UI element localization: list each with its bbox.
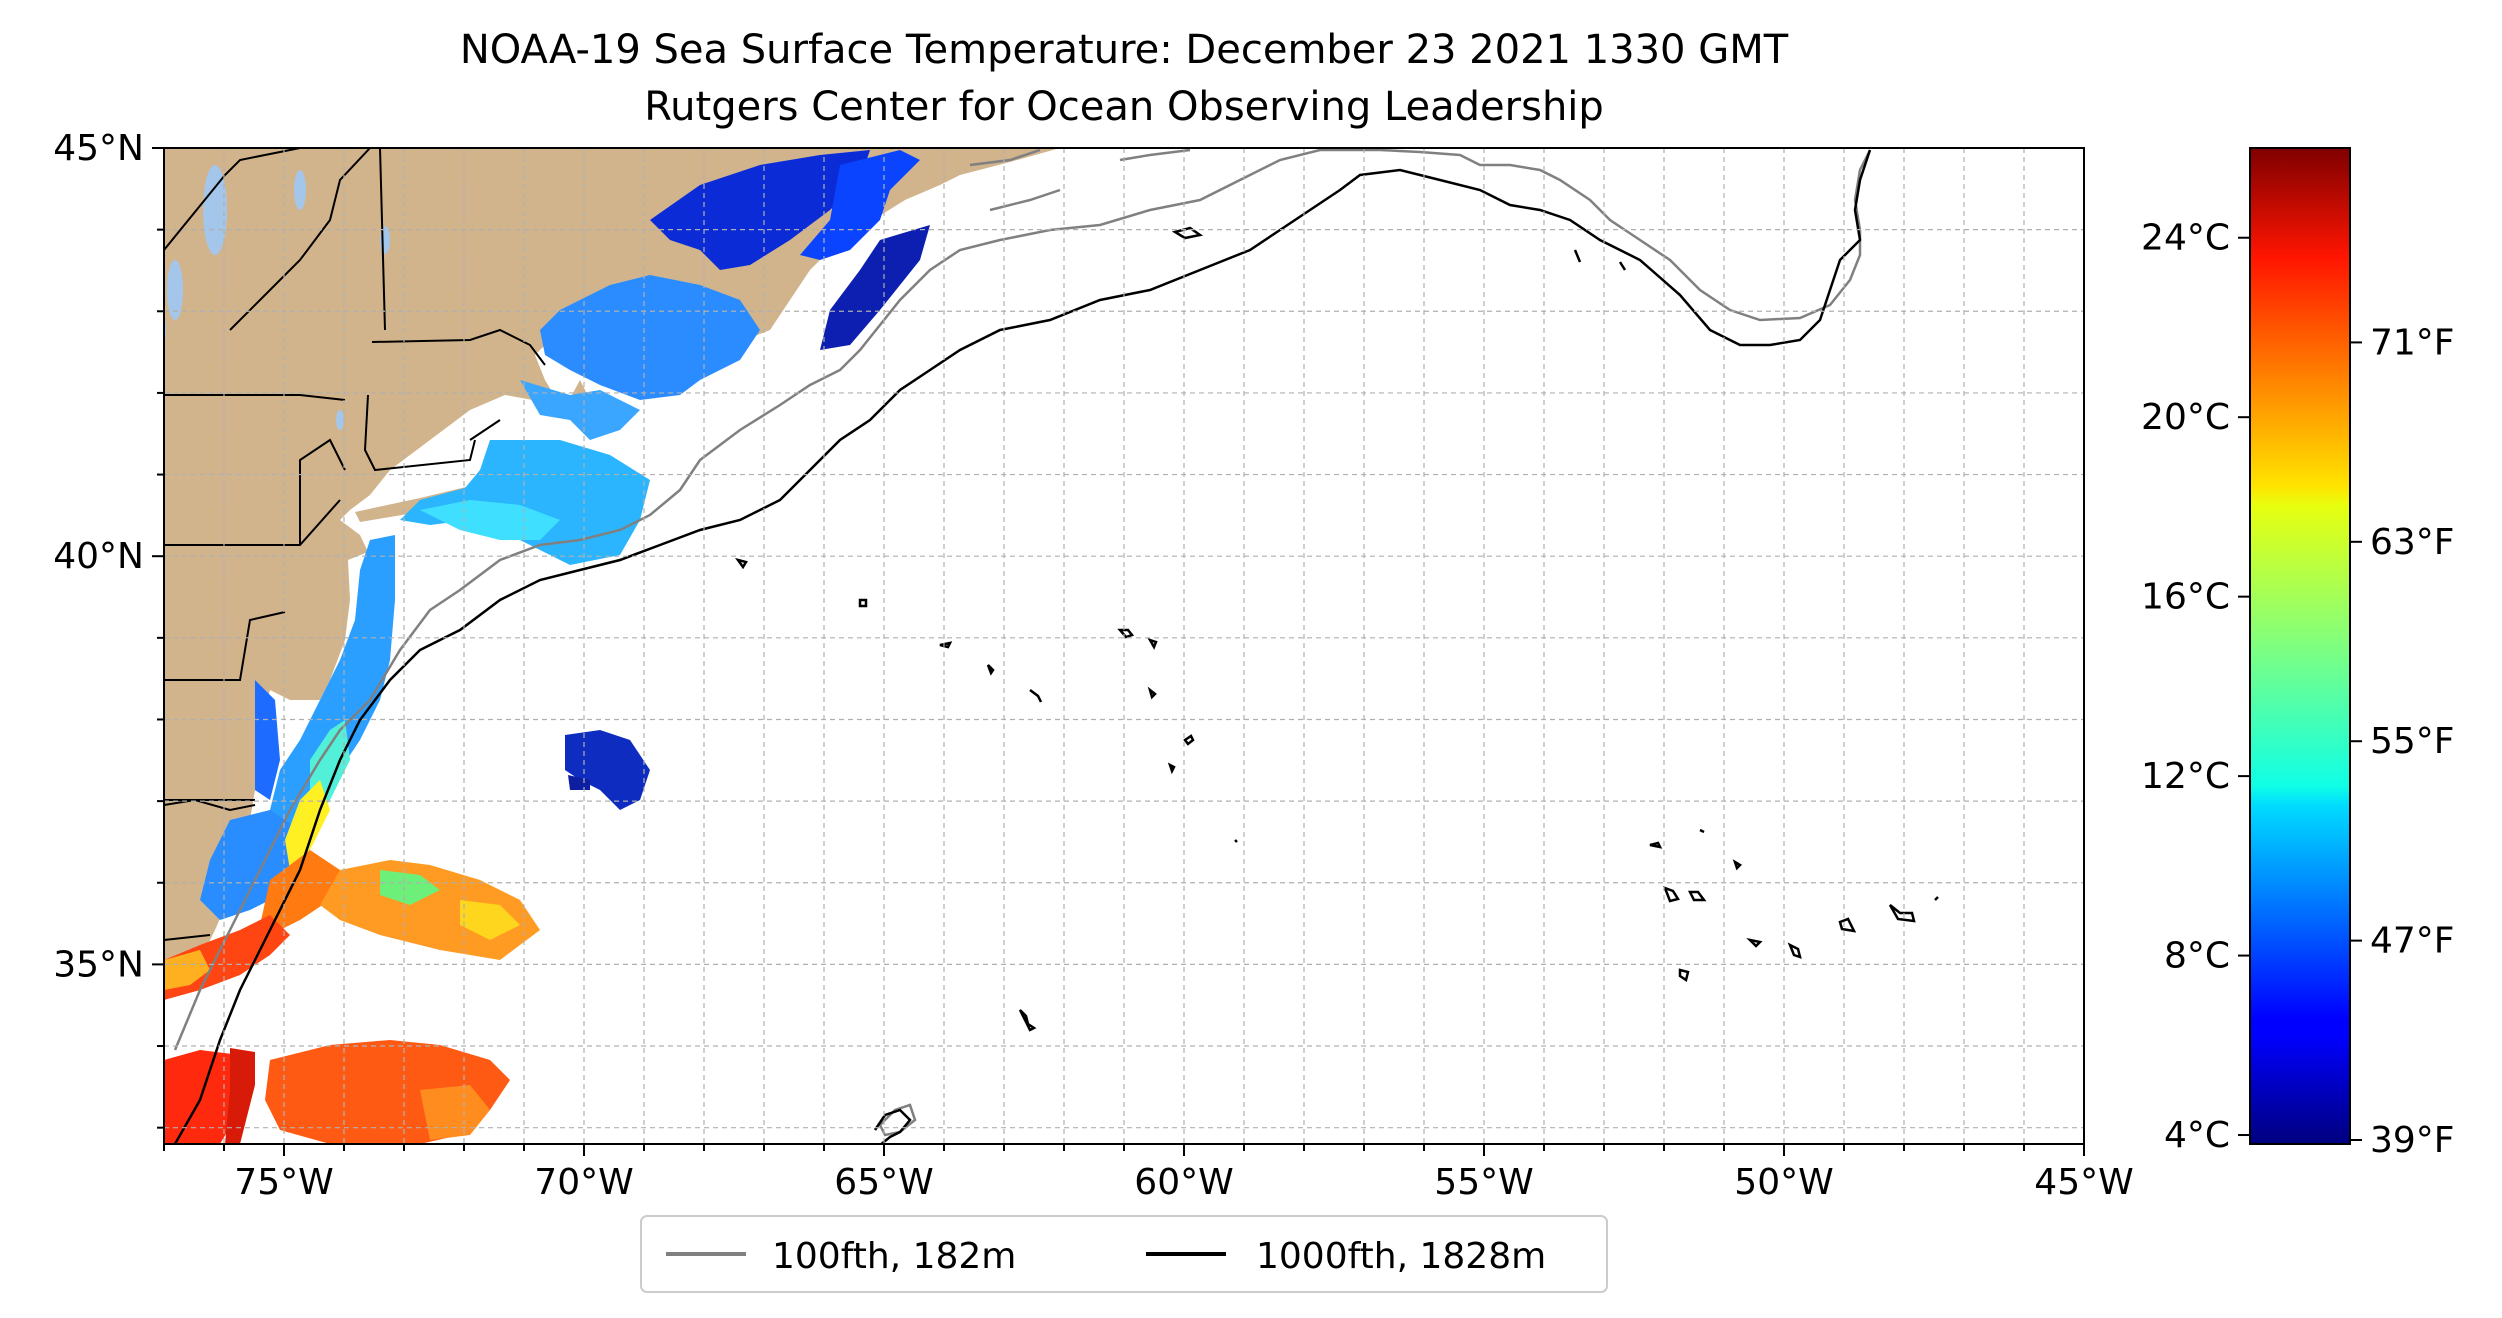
lon-tick-label: 45°W <box>2034 1162 2133 1203</box>
colorbar-celsius-label: 12°C <box>2141 756 2230 797</box>
long-island <box>355 480 480 522</box>
colorbar: 4°C 8°C 12°C 16°C 20°C 24°C 39°F 47°F 55°F 63°F 7… <box>2141 147 2455 1161</box>
colorbar-celsius-label: 20°C <box>2141 397 2230 438</box>
colorbar-celsius-label: 24°C <box>2141 218 2230 259</box>
colorbar-fahrenheit-label: 71°F <box>2370 322 2455 363</box>
latitude-axis: 45°N 40°N 35°N <box>53 128 164 1129</box>
map-area <box>164 148 2084 1144</box>
lon-tick-label: 50°W <box>1734 1162 1833 1203</box>
lon-tick-label: 75°W <box>234 1162 333 1203</box>
lon-tick-label: 55°W <box>1434 1162 1533 1203</box>
longitude-axis: 75°W 70°W 65°W 60°W 55°W 50°W 45°W <box>163 1144 2134 1203</box>
colorbar-gradient <box>2249 147 2351 1145</box>
lon-tick-label: 60°W <box>1134 1162 1233 1203</box>
figure-title-line1: NOAA-19 Sea Surface Temperature: Decembe… <box>460 27 1789 73</box>
contour-1000fth <box>173 149 1939 1144</box>
colorbar-celsius-label: 8°C <box>2164 936 2230 977</box>
state-borders <box>164 148 546 941</box>
colorbar-fahrenheit-label: 47°F <box>2370 921 2455 962</box>
contour-legend: 100fth, 182m 1000fth, 1828m <box>640 1215 1608 1293</box>
lat-tick-label: 45°N <box>53 128 144 169</box>
land-mass <box>164 148 1060 960</box>
legend-label-1000fth: 1000fth, 1828m <box>1256 1236 1546 1277</box>
lakes <box>164 165 390 430</box>
colorbar-fahrenheit-label: 55°F <box>2370 721 2455 762</box>
legend-box <box>640 1215 1608 1293</box>
colorbar-fahrenheit-ticks: 39°F 47°F 55°F 63°F 71°F <box>2350 322 2455 1161</box>
colorbar-fahrenheit-label: 39°F <box>2370 1120 2455 1161</box>
map-gridlines <box>164 148 2084 1144</box>
colorbar-fahrenheit-label: 63°F <box>2370 522 2455 563</box>
colorbar-celsius-label: 16°C <box>2141 577 2230 618</box>
colorbar-celsius-ticks: 4°C 8°C 12°C 16°C 20°C 24°C <box>2141 218 2250 1156</box>
lon-tick-label: 65°W <box>834 1162 933 1203</box>
lat-tick-label: 35°N <box>53 944 144 985</box>
figure-title-line2: Rutgers Center for Ocean Observing Leade… <box>644 84 1604 130</box>
colorbar-celsius-label: 4°C <box>2164 1115 2230 1156</box>
lon-tick-label: 70°W <box>534 1162 633 1203</box>
lat-tick-label: 40°N <box>53 536 144 577</box>
legend-label-100fth: 100fth, 182m <box>772 1236 1016 1277</box>
